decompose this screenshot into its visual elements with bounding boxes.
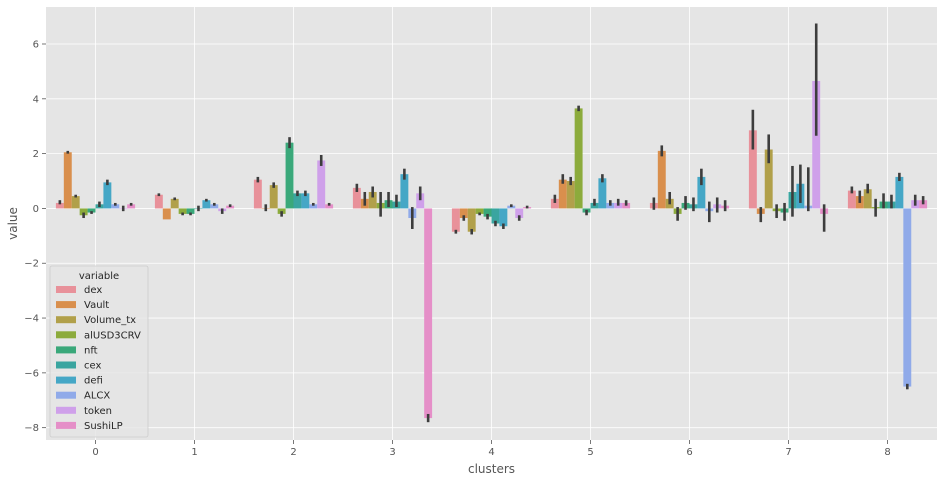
gridlines	[46, 7, 937, 440]
x-axis-ticks: 0 1 2 3 4 5 6 7 8	[92, 440, 891, 458]
legend-label-defi: defi	[84, 376, 103, 387]
legend-label-cex: cex	[84, 361, 101, 372]
bar-cex-cluster-2	[293, 193, 302, 209]
legend-swatch-nft	[56, 346, 76, 354]
bar-token-cluster-4	[515, 208, 524, 219]
x-tick-label: 2	[290, 447, 296, 458]
y-tick-label: −6	[24, 368, 39, 379]
bar-Volume_tx-cluster-7	[764, 149, 773, 209]
bar-defi-cluster-6	[697, 176, 706, 209]
legend-label-token: token	[84, 406, 112, 417]
y-tick-label: −2	[24, 259, 39, 270]
bar-ALCX-cluster-1	[210, 204, 219, 209]
bar-defi-cluster-1	[202, 200, 211, 209]
legend-label-Vault: Vault	[84, 300, 109, 311]
y-tick-label: 6	[33, 39, 39, 50]
legend-label-alUSD3CRV: alUSD3CRV	[84, 330, 141, 341]
bar-nft-cluster-1	[186, 208, 195, 214]
bar-alUSD3CRV-cluster-0	[79, 208, 88, 216]
bar-token-cluster-3	[416, 193, 425, 209]
bar-defi-cluster-3	[400, 174, 409, 209]
legend-swatch-defi	[56, 376, 76, 384]
legend-label-Volume_tx: Volume_tx	[84, 315, 136, 326]
bar-Vault-cluster-6	[657, 150, 666, 209]
x-tick-label: 8	[884, 447, 890, 458]
legend-swatch-token	[56, 406, 76, 414]
bar-alUSD3CRV-cluster-5	[574, 108, 583, 209]
y-tick-label: −8	[24, 423, 39, 434]
legend: variable dex Vault Volume_tx alUSD3CRV nft ce…	[49, 265, 149, 438]
bar-Vault-cluster-4	[459, 208, 468, 219]
bar-token-cluster-2	[317, 160, 326, 209]
bar-cex-cluster-4	[491, 208, 500, 224]
legend-label-nft: nft	[84, 345, 98, 356]
x-tick-label: 0	[92, 447, 98, 458]
bar-defi-cluster-0	[103, 182, 112, 209]
bar-ALCX-cluster-8	[903, 208, 912, 387]
bar-ALCX-cluster-2	[309, 204, 318, 209]
x-tick-label: 1	[191, 447, 197, 458]
x-tick-label: 3	[389, 447, 395, 458]
legend-label-ALCX: ALCX	[84, 391, 110, 402]
legend-title: variable	[79, 271, 119, 282]
y-tick-label: 0	[33, 204, 39, 215]
bar-nft-cluster-0	[87, 208, 96, 213]
bar-dex-cluster-5	[550, 198, 559, 209]
bar-defi-cluster-4	[499, 208, 508, 227]
bar-dex-cluster-2	[253, 179, 262, 209]
legend-label-SushiLP: SushiLP	[84, 421, 123, 432]
bar-SushiLP-cluster-8	[919, 200, 928, 209]
legend-label-dex: dex	[84, 285, 102, 296]
bar-SushiLP-cluster-3	[424, 208, 433, 419]
y-tick-label: 2	[33, 149, 39, 160]
bar-Volume_tx-cluster-5	[566, 181, 575, 209]
bar-alUSD3CRV-cluster-1	[178, 208, 187, 214]
bar-dex-cluster-0	[55, 202, 64, 209]
y-axis-title: value	[6, 207, 20, 240]
bar-defi-cluster-8	[895, 176, 904, 209]
y-tick-label: −4	[24, 314, 39, 325]
bar-Vault-cluster-5	[558, 179, 567, 209]
legend-items: dex Vault Volume_tx alUSD3CRV nft cex defi ALCX…	[56, 285, 141, 432]
y-axis-ticks: −8 −6 −4 −2 0 2 4 6	[24, 39, 46, 434]
bar-nft-cluster-2	[285, 142, 294, 209]
error-bars	[58, 23, 925, 423]
x-tick-label: 5	[587, 447, 593, 458]
legend-swatch-cex	[56, 361, 76, 369]
bar-SushiLP-cluster-2	[325, 204, 334, 209]
x-tick-label: 4	[488, 447, 494, 458]
bar-Volume_tx-cluster-2	[269, 185, 278, 209]
bar-dex-cluster-4	[451, 208, 460, 232]
bar-token-cluster-7	[812, 80, 821, 209]
bar-dex-cluster-3	[352, 187, 361, 209]
legend-swatch-SushiLP	[56, 421, 76, 429]
bar-dex-cluster-1	[154, 194, 163, 209]
bar-dex-cluster-8	[847, 190, 856, 209]
bar-ALCX-cluster-0	[111, 204, 120, 209]
legend-swatch-dex	[56, 286, 76, 293]
x-tick-label: 6	[686, 447, 692, 458]
bar-nft-cluster-4	[483, 208, 492, 217]
bar-SushiLP-cluster-0	[127, 204, 136, 209]
bar-defi-cluster-2	[301, 193, 310, 209]
bar-Volume_tx-cluster-3	[368, 191, 377, 209]
bar-Volume_tx-cluster-8	[863, 189, 872, 209]
bar-defi-cluster-5	[598, 178, 607, 209]
legend-swatch-Vault	[56, 301, 76, 309]
legend-swatch-ALCX	[56, 391, 76, 399]
x-tick-label: 7	[785, 447, 791, 458]
y-tick-label: 4	[33, 94, 39, 105]
legend-swatch-alUSD3CRV	[56, 331, 76, 339]
bar-alUSD3CRV-cluster-4	[475, 208, 484, 214]
x-axis-title: clusters	[468, 462, 515, 476]
bar-dex-cluster-7	[748, 130, 757, 209]
bar-Vault-cluster-0	[63, 152, 72, 209]
bar-Volume_tx-cluster-4	[467, 208, 476, 232]
bar-Volume_tx-cluster-1	[170, 198, 179, 209]
legend-swatch-Volume_tx	[56, 316, 76, 324]
bar-Volume_tx-cluster-0	[71, 196, 80, 209]
bar-Vault-cluster-1	[162, 208, 171, 220]
